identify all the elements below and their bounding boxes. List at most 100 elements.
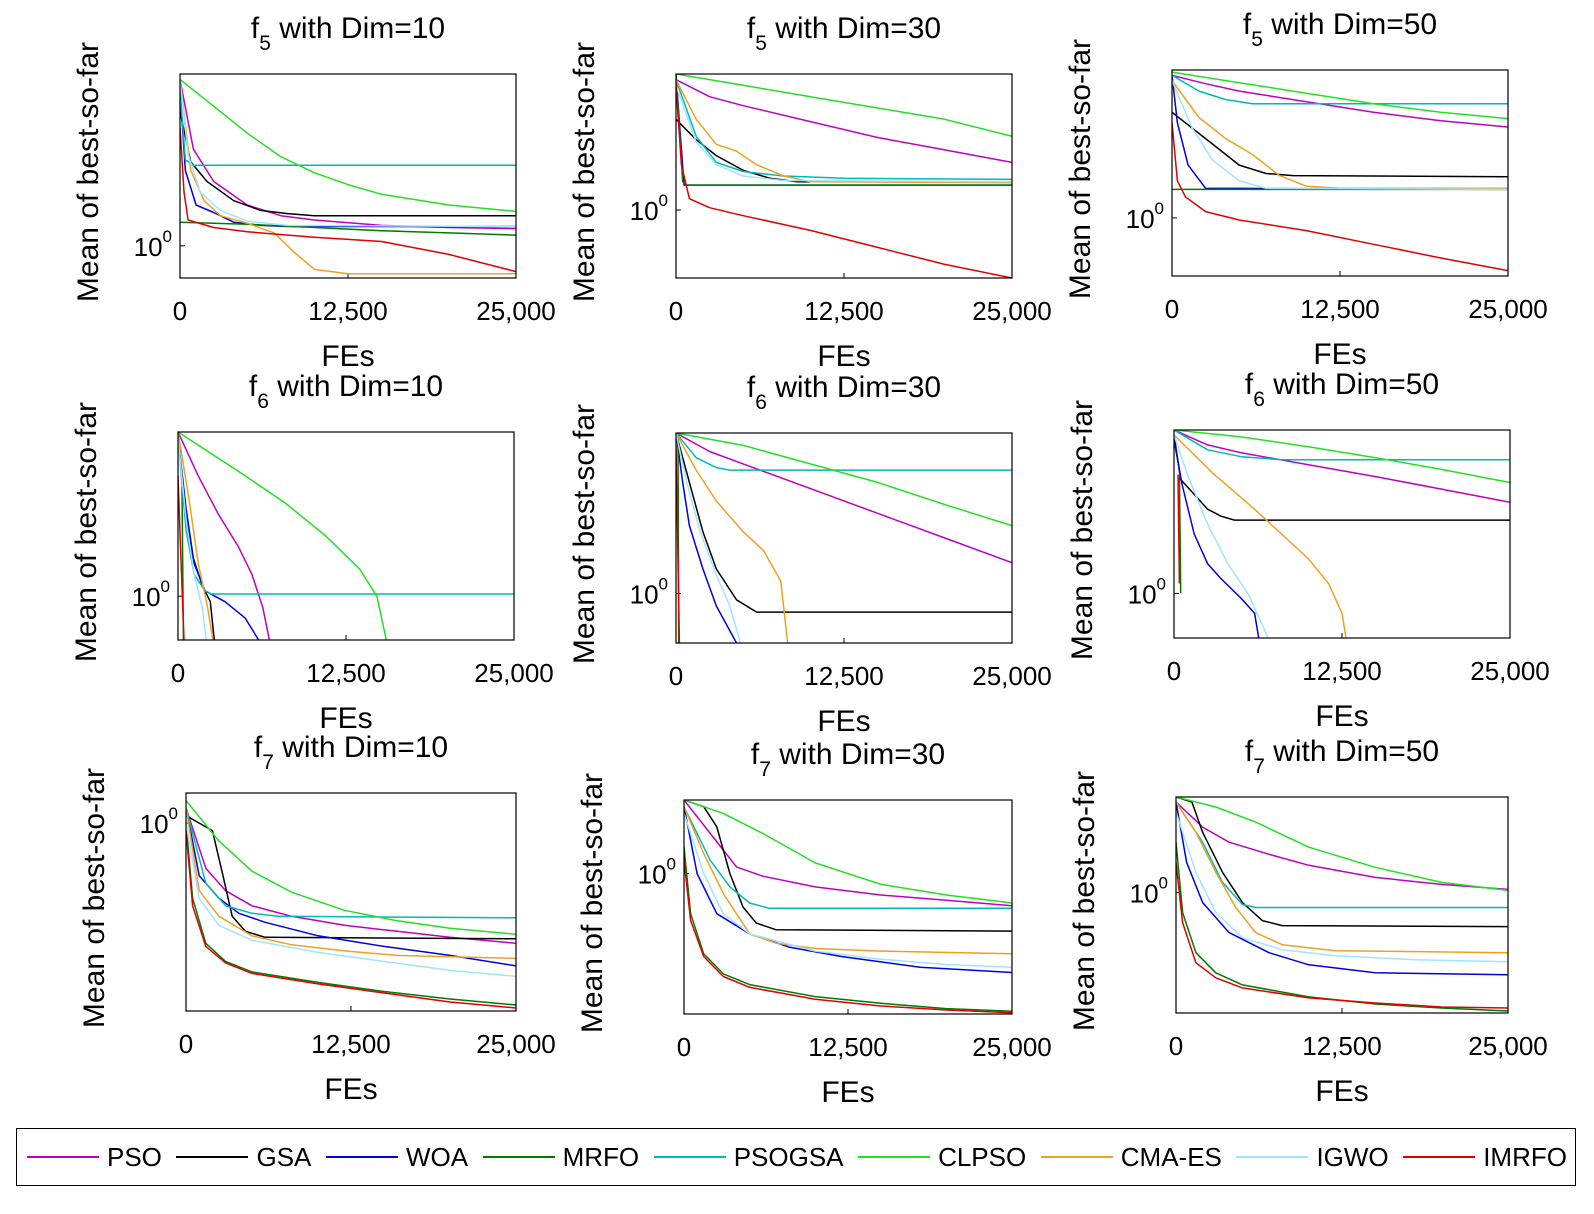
legend: PSO GSA WOA MRFO PSOGSA CLPSO CMA-ES IGWO IMRFO: [16, 1128, 1576, 1186]
x-tick-label: 12,500: [804, 661, 884, 691]
series-line-gsa: [186, 814, 516, 940]
series-line-pso: [178, 432, 271, 640]
plot-frame: [179, 73, 517, 279]
series-line-cma-es: [676, 433, 789, 643]
series-line-clpso: [1176, 797, 1508, 892]
series-line-cma-es: [186, 807, 516, 960]
x-tick-label: 0: [1165, 294, 1179, 324]
legend-swatch: [1403, 1156, 1476, 1158]
series-group: [676, 433, 1012, 643]
x-tick-label: 0: [669, 661, 683, 691]
y-axis-label: Mean of best-so-far: [72, 42, 105, 302]
y-axis-label: Mean of best-so-far: [568, 42, 601, 302]
legend-label: WOA: [405, 1141, 469, 1172]
x-tick-label: 25,000: [1468, 294, 1548, 324]
subplot-title: f7 with Dim=50: [1245, 735, 1439, 778]
subplot-title: f7 with Dim=30: [751, 738, 945, 781]
subplot-title: f5 with Dim=30: [747, 12, 941, 55]
series-group: [1174, 430, 1510, 638]
series-line-clpso: [676, 74, 1012, 138]
legend-swatch: [1236, 1156, 1309, 1158]
series-line-gsa: [684, 800, 1012, 932]
series-group: [1172, 71, 1508, 272]
x-tick-label: 25,000: [476, 296, 556, 326]
series-line-clpso: [186, 800, 516, 936]
legend-swatch: [482, 1156, 555, 1158]
x-tick-label: 12,500: [306, 658, 386, 688]
series-group: [180, 78, 516, 275]
series-line-igwo: [676, 85, 1012, 183]
series-group: [684, 800, 1012, 1014]
subplot-8: f7 with Dim=30 Mean of best-so-far 0 12,500…: [576, 738, 1052, 1109]
series-line-clpso: [178, 432, 388, 640]
y-tick-label: 100: [132, 577, 170, 612]
x-axis-label: FEs: [324, 1073, 377, 1106]
series-line-igwo: [180, 79, 516, 228]
series-line-igwo: [676, 433, 742, 643]
series-line-gsa: [1174, 434, 1510, 521]
series-line-pso: [1176, 801, 1508, 891]
legend-label: PSO: [107, 1141, 162, 1172]
series-line-woa: [186, 807, 516, 967]
subplot-title: f7 with Dim=10: [254, 731, 448, 774]
legend-swatch: [325, 1156, 398, 1158]
series-group: [186, 800, 516, 1009]
subplot-9: f7 with Dim=50 Mean of best-so-far 0 12,500…: [1068, 735, 1548, 1108]
series-line-psogsa: [676, 79, 1012, 181]
legend-swatch: [1040, 1156, 1113, 1158]
legend-label: IGWO: [1316, 1141, 1389, 1172]
series-line-mrfo: [684, 846, 1012, 1013]
series-line-cma-es: [684, 806, 1012, 955]
series-line-igwo: [178, 437, 207, 640]
x-tick-label: 25,000: [1468, 1031, 1548, 1061]
x-tick-label: 0: [171, 658, 185, 688]
y-tick-label: 100: [1128, 574, 1166, 609]
subplot-title: f6 with Dim=50: [1245, 368, 1439, 411]
x-axis-label: FEs: [1315, 700, 1368, 733]
x-tick-label: 25,000: [972, 1032, 1052, 1062]
x-tick-label: 0: [179, 1029, 193, 1059]
x-tick-label: 25,000: [972, 296, 1052, 326]
series-line-igwo: [1172, 80, 1508, 191]
series-line-pso: [676, 433, 1012, 564]
y-tick-label: 100: [140, 804, 178, 839]
subplot-4: f6 with Dim=10 Mean of best-so-far 0 12,500…: [70, 370, 554, 735]
x-tick-label: 0: [669, 296, 683, 326]
series-line-igwo: [1176, 811, 1508, 963]
series-line-cma-es: [676, 79, 1012, 184]
x-tick-label: 12,500: [1302, 656, 1382, 686]
series-line-psogsa: [178, 437, 514, 595]
legend-swatch: [653, 1156, 726, 1158]
legend-item-igwo: IGWO: [1236, 1141, 1389, 1173]
y-axis-label: Mean of best-so-far: [568, 404, 601, 664]
series-line-mrfo: [180, 221, 516, 236]
series-line-psogsa: [676, 433, 1012, 471]
series-line-gsa: [676, 433, 1012, 613]
series-line-imrfo: [1176, 862, 1508, 1009]
plot-frame: [1171, 69, 1509, 277]
y-axis-label: Mean of best-so-far: [70, 402, 103, 662]
legend-label: IMRFO: [1483, 1141, 1567, 1172]
plot-frame: [177, 431, 515, 641]
series-line-clpso: [180, 78, 516, 213]
plot-frame: [185, 792, 517, 1012]
x-tick-label: 12,500: [808, 1032, 888, 1062]
series-line-psogsa: [1174, 430, 1510, 461]
y-axis-label: Mean of best-so-far: [1066, 400, 1099, 660]
legend-label: MRFO: [562, 1141, 640, 1172]
x-tick-label: 25,000: [1470, 656, 1550, 686]
series-line-cma-es: [1174, 434, 1347, 638]
x-axis-label: FEs: [1313, 338, 1366, 371]
series-line-psogsa: [684, 806, 1012, 910]
x-tick-label: 12,500: [1300, 294, 1380, 324]
y-tick-label: 100: [1126, 199, 1164, 234]
series-line-pso: [676, 79, 1012, 164]
series-group: [1176, 797, 1508, 1012]
series-line-pso: [186, 807, 516, 945]
legend-item-psogsa: PSOGSA: [653, 1142, 844, 1173]
x-axis-label: FEs: [321, 340, 374, 373]
series-line-gsa: [676, 118, 1012, 183]
subplot-3: f5 with Dim=50 Mean of best-so-far 0 12,500…: [1064, 8, 1548, 371]
y-tick-label: 100: [638, 855, 676, 890]
x-axis-label: FEs: [817, 340, 870, 373]
